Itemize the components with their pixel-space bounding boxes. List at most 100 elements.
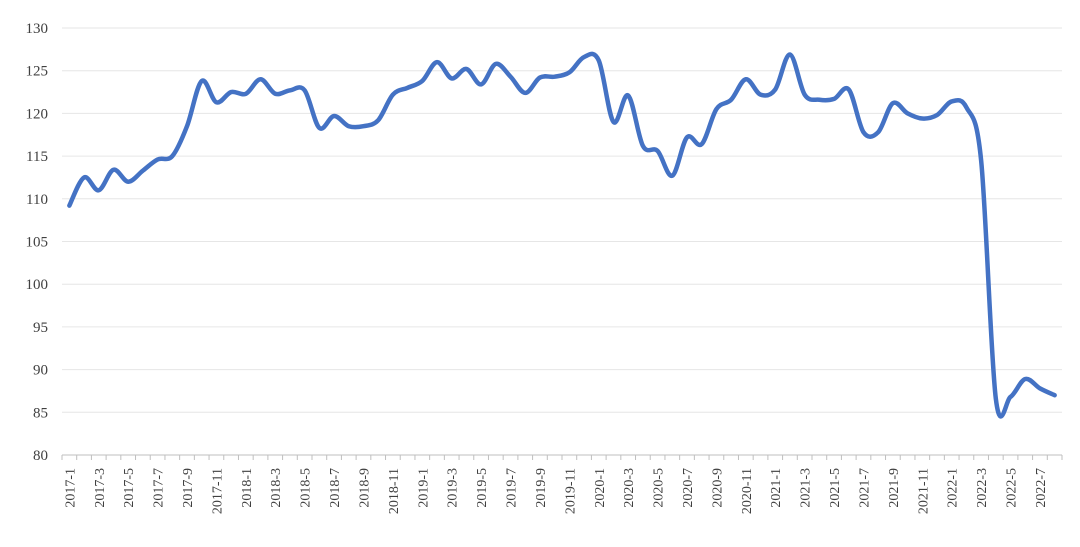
x-tick-label: 2021-9 <box>887 468 902 508</box>
x-tick-label: 2018-1 <box>240 468 255 508</box>
data-point-2017-2 <box>82 175 86 179</box>
data-point-2021-11 <box>920 117 924 121</box>
y-tick-label: 90 <box>33 363 48 379</box>
y-tick-label: 85 <box>33 405 48 421</box>
data-point-2017-7 <box>156 158 160 162</box>
data-point-2019-9 <box>538 76 542 80</box>
x-tick-label: 2018-9 <box>357 468 372 508</box>
data-point-2020-11 <box>744 77 748 81</box>
data-point-2020-3 <box>626 93 630 97</box>
data-point-2021-10 <box>906 111 910 115</box>
data-point-2018-12 <box>406 86 410 90</box>
data-point-2019-3 <box>450 76 454 80</box>
data-point-2022-8 <box>1053 393 1057 397</box>
x-tick-label: 2020-7 <box>681 468 696 508</box>
y-tick-label: 105 <box>26 235 49 251</box>
x-tick-label: 2019-9 <box>534 468 549 508</box>
data-point-2019-12 <box>582 55 586 59</box>
data-point-2017-1 <box>67 204 71 208</box>
x-tick-label: 2020-11 <box>740 468 755 514</box>
data-point-2021-12 <box>935 113 939 117</box>
data-point-2017-10 <box>200 79 204 83</box>
data-point-2020-10 <box>729 98 733 102</box>
data-point-2019-11 <box>567 70 571 74</box>
data-point-2018-10 <box>376 118 380 122</box>
x-tick-label: 2022-3 <box>975 468 990 508</box>
x-tick-label: 2017-11 <box>210 468 225 514</box>
x-tick-label: 2021-11 <box>916 468 931 514</box>
data-point-2020-9 <box>714 107 718 111</box>
gridlines <box>62 27 1062 456</box>
x-tick-label: 2022-1 <box>946 468 961 508</box>
data-point-2019-7 <box>509 75 513 79</box>
y-tick-label: 120 <box>26 106 49 122</box>
x-tick-label: 2017-5 <box>122 468 137 508</box>
data-point-2017-9 <box>185 124 189 128</box>
x-tick-label: 2017-7 <box>152 468 167 508</box>
x-tick-label: 2021-1 <box>769 468 784 508</box>
data-point-2020-12 <box>759 93 763 97</box>
x-tick-label: 2021-7 <box>857 468 872 508</box>
data-point-2017-8 <box>170 154 174 158</box>
y-tick-label: 100 <box>26 277 49 293</box>
data-point-2018-2 <box>259 77 263 81</box>
data-point-2020-6 <box>670 174 674 178</box>
data-point-2017-6 <box>141 169 145 173</box>
x-tick-label: 2017-3 <box>93 468 108 508</box>
data-point-2021-2 <box>788 52 792 56</box>
data-point-2019-10 <box>553 75 557 79</box>
data-point-2021-9 <box>891 101 895 105</box>
data-point-2022-1 <box>950 99 954 103</box>
x-tick-label: 2022-5 <box>1005 468 1020 508</box>
data-point-2019-8 <box>523 91 527 95</box>
x-tick-label: 2021-5 <box>828 468 843 508</box>
data-point-2022-2 <box>964 105 968 109</box>
data-point-2018-5 <box>303 88 307 92</box>
data-point-2021-3 <box>803 93 807 97</box>
y-tick-label: 130 <box>26 21 49 37</box>
data-point-2021-4 <box>817 98 821 102</box>
data-point-2022-6 <box>1023 377 1027 381</box>
x-tick-label: 2020-3 <box>622 468 637 508</box>
data-point-2017-12 <box>229 90 233 94</box>
data-point-2020-5 <box>656 149 660 153</box>
data-points <box>67 52 1056 400</box>
data-point-2020-2 <box>611 120 615 124</box>
x-axis-ticks: 2017-1 2017-3 2017-5 2017-7 2017-9 2017-11 201… <box>61 455 1063 514</box>
series-line-0 <box>67 51 1057 419</box>
y-tick-label: 110 <box>26 192 48 208</box>
x-tick-label: 2017-9 <box>181 468 196 508</box>
x-tick-label: 2019-3 <box>446 468 461 508</box>
x-tick-label: 2018-3 <box>269 468 284 508</box>
x-tick-label: 2018-11 <box>387 468 402 514</box>
y-axis-ticks: 80 85 90 95 100 105 110 115 120 125 130 <box>26 21 49 464</box>
data-point-2018-6 <box>317 126 321 130</box>
data-point-2022-3 <box>979 158 983 162</box>
data-point-2019-6 <box>494 62 498 66</box>
y-tick-label: 80 <box>33 448 48 464</box>
data-point-2017-5 <box>126 180 130 184</box>
data-point-2021-8 <box>876 130 880 134</box>
data-point-2018-7 <box>332 114 336 118</box>
data-point-2020-1 <box>597 58 601 62</box>
data-point-2018-3 <box>273 92 277 96</box>
y-tick-label: 115 <box>26 149 48 165</box>
y-tick-label: 125 <box>26 64 49 80</box>
data-point-2017-4 <box>111 168 115 172</box>
x-tick-label: 2022-7 <box>1034 468 1049 508</box>
x-tick-label: 2020-1 <box>593 468 608 508</box>
x-tick-label: 2020-5 <box>652 468 667 508</box>
data-point-2018-4 <box>288 88 292 92</box>
data-point-2019-4 <box>464 67 468 71</box>
x-tick-label: 2021-3 <box>799 468 814 508</box>
data-point-2021-6 <box>847 87 851 91</box>
x-tick-label: 2018-7 <box>328 468 343 508</box>
data-point-2018-8 <box>347 124 351 128</box>
data-point-2018-9 <box>361 124 365 128</box>
data-point-2019-1 <box>420 79 424 83</box>
data-point-2021-7 <box>861 130 865 134</box>
x-tick-label: 2019-7 <box>505 468 520 508</box>
x-tick-label: 2019-1 <box>416 468 431 508</box>
